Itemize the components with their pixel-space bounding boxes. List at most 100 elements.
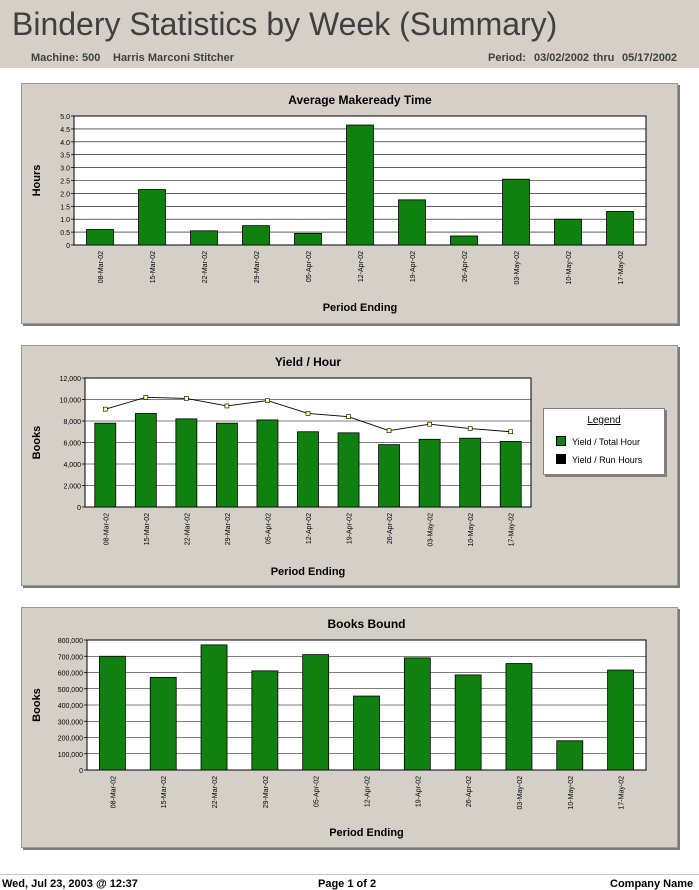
y-tick-label: 1.5 [60, 204, 70, 211]
x-tick-label: 22-Mar-02 [184, 513, 191, 545]
y-tick-label: 0.5 [60, 230, 70, 237]
x-tick-label: 08-Mar-02 [110, 776, 117, 808]
bar [294, 232, 322, 246]
y-tick-label: 800,000 [58, 638, 83, 645]
machine-name: Harris Marconi Stitcher [113, 52, 235, 64]
x-tick-label: 08-Mar-02 [98, 251, 105, 283]
books-bound-chart: 0 100,000 200,000 300,000 400,000 500,000 600,… [31, 617, 647, 839]
y-tick-label: 2.5 [60, 179, 70, 186]
bar [251, 670, 279, 771]
report-header: Bindery Statistics by Week (Summary) Mac… [0, 0, 699, 68]
x-tick-label: 17-May-02 [618, 251, 625, 285]
bar [134, 413, 157, 508]
bar [256, 419, 279, 508]
yield-chart: 0 2,000 4,000 6,000 8,000 10,000 12,000 08-Mar-… [31, 355, 532, 578]
bar [554, 218, 582, 246]
bar [556, 740, 584, 771]
x-tick-label: 12-Apr-02 [358, 251, 365, 282]
period-thru: thru [593, 52, 615, 64]
x-tick-label: 10-May-02 [468, 513, 475, 547]
y-tick-label: 4,000 [63, 462, 81, 469]
footer-page-number: Page 1 of 2 [318, 878, 377, 890]
y-tick-label: 300,000 [58, 719, 83, 726]
x-tick-label: 12-Apr-02 [365, 776, 372, 807]
x-tick-label: 22-Mar-02 [212, 776, 219, 808]
y-tick-label: 2,000 [63, 484, 81, 491]
legend-swatch-green [556, 436, 566, 446]
legend-swatch-black [556, 454, 566, 464]
period-start: 03/02/2002 [534, 52, 590, 64]
bar [502, 178, 530, 246]
x-tick-label: 03-May-02 [428, 513, 435, 547]
y-axis-label: Books [31, 688, 43, 722]
bar [353, 695, 380, 771]
x-tick-label: 29-Mar-02 [254, 251, 261, 283]
y-tick-label: 8,000 [63, 419, 81, 426]
line-point [305, 411, 311, 416]
bar [450, 235, 478, 246]
bar [606, 211, 634, 246]
x-axis-label: Period Ending [323, 302, 398, 314]
x-tick-label: 12-Apr-02 [306, 513, 313, 544]
chart-legend: Legend Yield / Total Hour Yield / Run Ho… [543, 408, 665, 475]
bar [346, 124, 374, 246]
footer-divider [0, 874, 699, 875]
legend-label-run-hours: Yield / Run Hours [572, 455, 643, 465]
y-tick-label: 4.0 [60, 140, 70, 147]
y-tick-label: 4.5 [60, 127, 70, 134]
x-tick-label: 15-Mar-02 [150, 251, 157, 283]
x-tick-label: 05-Apr-02 [265, 513, 272, 544]
period-end: 05/17/2002 [622, 52, 678, 64]
chart-title: Yield / Hour [275, 355, 342, 369]
bar [86, 229, 114, 246]
makeready-chart: 0 0.5 1.0 1.5 2.0 2.5 3.0 3.5 4.0 4.5 5.0 08-Mar-02… [31, 93, 647, 314]
x-tick-label: 08-Mar-02 [103, 513, 110, 545]
x-tick-label: 15-Mar-02 [161, 776, 168, 808]
footer-printed-date: Wed, Jul 23, 2003 @ 12:37 [2, 878, 138, 890]
y-axis-label: Books [31, 426, 43, 460]
line-point [467, 426, 473, 431]
bar [175, 418, 198, 508]
machine-number: 500 [82, 52, 101, 64]
x-tick-label: 26-Apr-02 [387, 513, 394, 544]
bar [418, 438, 441, 508]
line-point [386, 428, 392, 433]
x-tick-label: 19-Apr-02 [410, 251, 417, 282]
y-axis-label: Hours [31, 165, 43, 197]
bar [459, 437, 482, 508]
books-bound-chart-panel: 0 100,000 200,000 300,000 400,000 500,000 600,… [21, 607, 678, 848]
y-tick-label: 400,000 [58, 703, 83, 710]
y-tick-label: 0 [66, 243, 70, 250]
y-tick-label: 6,000 [63, 441, 81, 448]
bar [302, 654, 330, 771]
legend-title: Legend [587, 415, 621, 426]
line-point [508, 429, 514, 435]
bar [242, 225, 270, 246]
legend-label-total-hour: Yield / Total Hour [572, 437, 641, 447]
makeready-chart-panel: 0 0.5 1.0 1.5 2.0 2.5 3.0 3.5 4.0 4.5 5.0 08-Mar-02… [21, 83, 678, 324]
x-tick-label: 29-Mar-02 [263, 776, 270, 808]
line-point [143, 395, 149, 400]
x-axis-label: Period Ending [271, 566, 346, 578]
y-tick-label: 200,000 [58, 736, 83, 743]
y-tick-label: 1.0 [60, 217, 70, 224]
period-label: Period: [488, 52, 526, 64]
bar [94, 422, 117, 508]
footer-company-name: Company Name [610, 878, 694, 890]
x-tick-label: 29-Mar-02 [225, 513, 232, 545]
line-point [184, 396, 189, 401]
y-tick-label: 600,000 [58, 671, 83, 678]
bar [149, 676, 177, 771]
y-tick-label: 500,000 [58, 687, 83, 694]
x-tick-label: 10-May-02 [566, 251, 573, 285]
yield-chart-panel: 0 2,000 4,000 6,000 8,000 10,000 12,000 08-Mar-… [21, 345, 678, 586]
line-point [346, 414, 351, 419]
x-axis-label: Period Ending [329, 827, 404, 839]
bar [398, 199, 426, 246]
y-tick-label: 10,000 [60, 398, 82, 405]
x-tick-label: 05-Apr-02 [314, 776, 321, 807]
x-tick-label: 17-May-02 [619, 776, 626, 810]
y-tick-label: 0 [79, 768, 83, 775]
x-tick-label: 26-Apr-02 [462, 251, 469, 282]
chart-title: Books Bound [328, 617, 406, 631]
